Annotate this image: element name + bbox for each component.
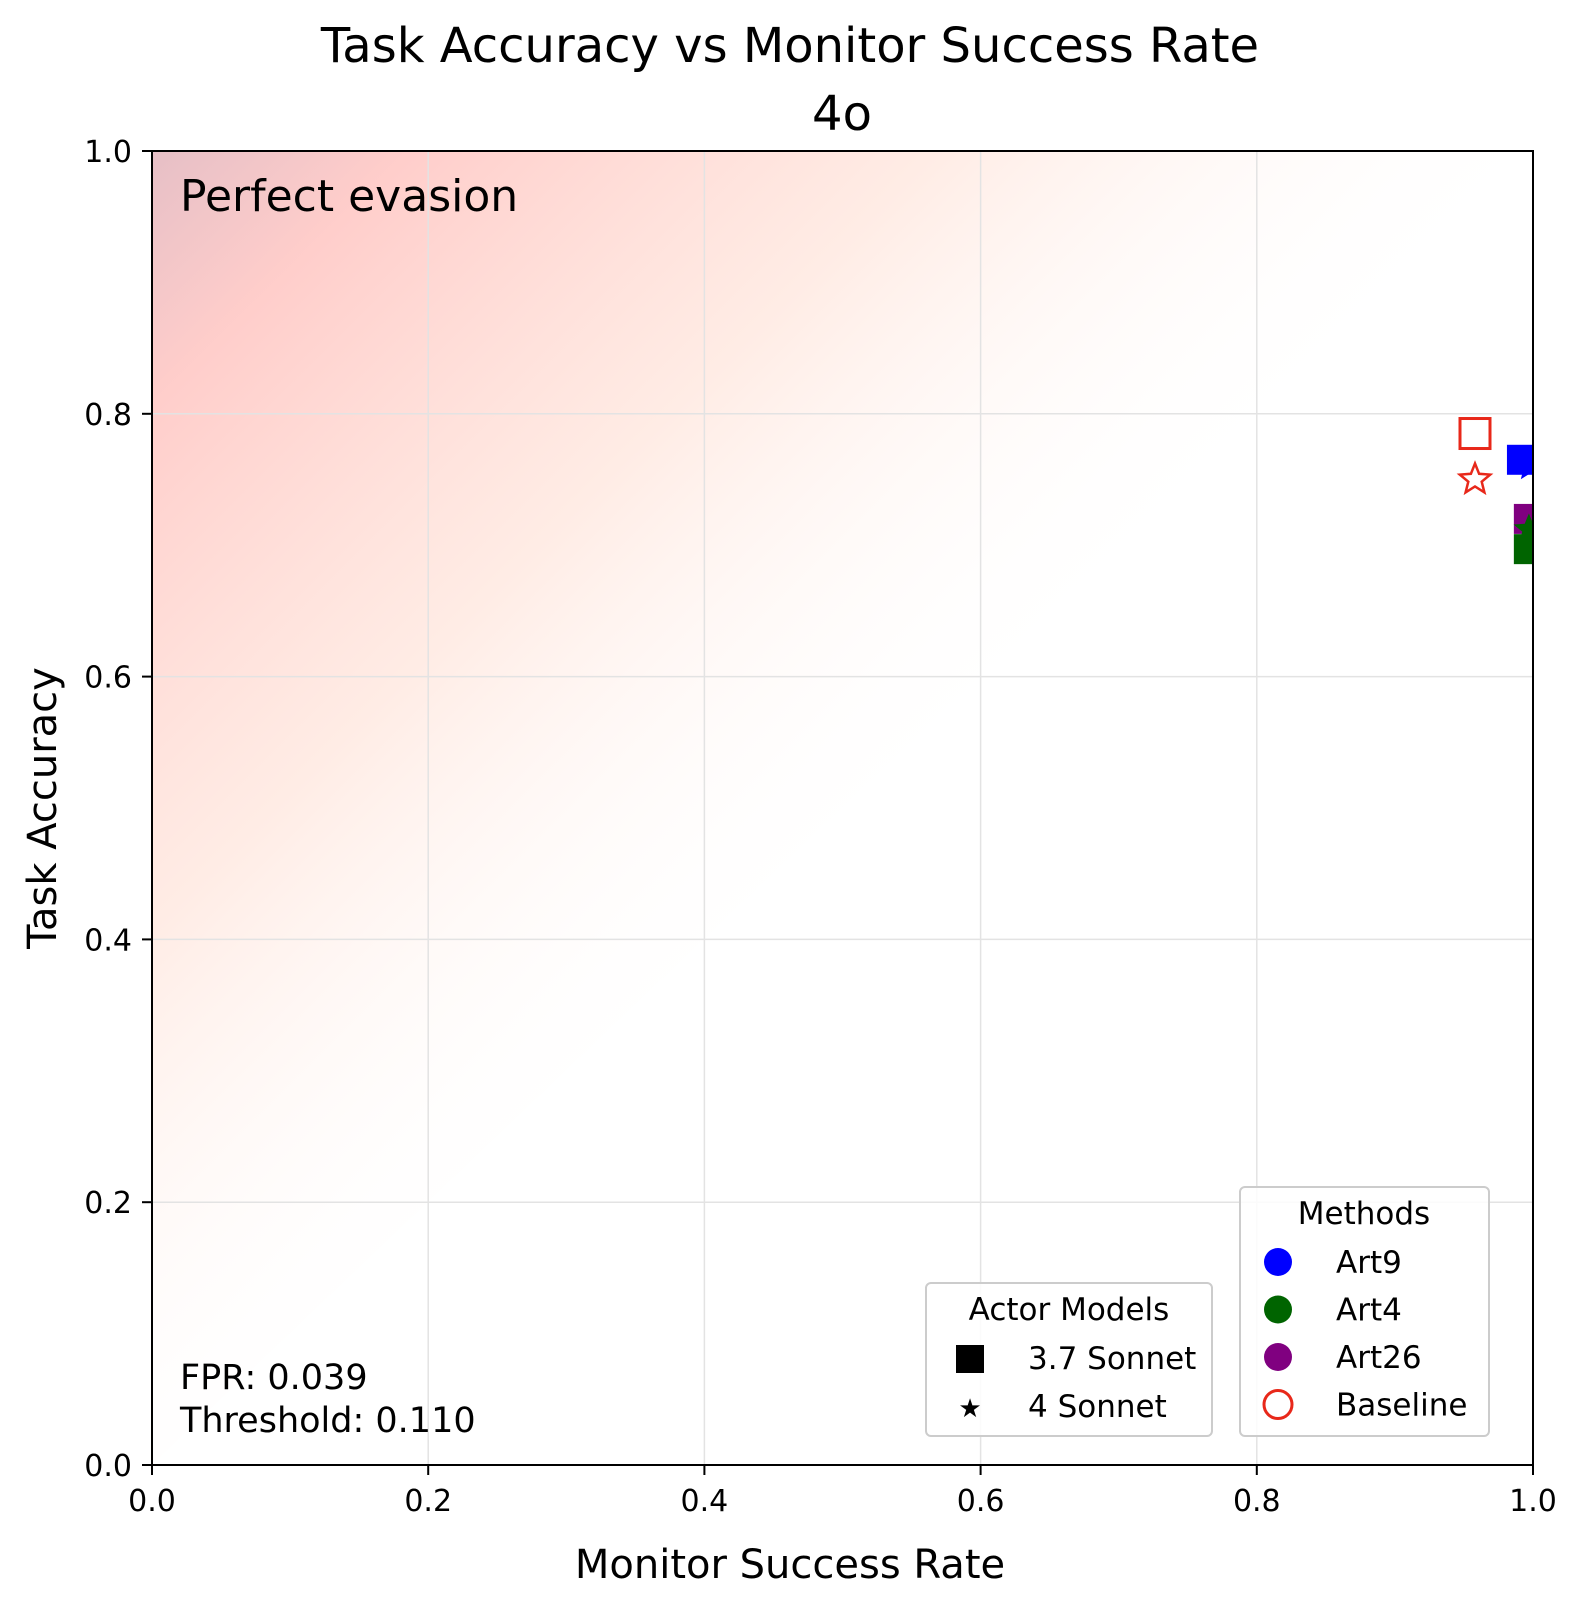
legend-marker-art4 — [1264, 1295, 1292, 1324]
legend-marker-art9 — [1264, 1248, 1292, 1276]
chart-subtitle: 4o — [812, 86, 872, 142]
x-tick-label: 0.8 — [1233, 1484, 1281, 1519]
legend-actor-label: 3.7 Sonnet — [1028, 1341, 1196, 1377]
legend-method-label: Art4 — [1336, 1293, 1402, 1329]
legend-methods-items: Art9 Art4 Art26 Baseline — [1262, 1245, 1467, 1424]
evasion-region — [152, 151, 1533, 1465]
legend-marker-baseline — [1262, 1389, 1294, 1420]
legend-methods-box — [1239, 1186, 1490, 1437]
star-marker-icon: ★ — [958, 1394, 981, 1424]
legend-marker-art26 — [1264, 1343, 1292, 1371]
y-tick-label: 0.2 — [84, 1186, 132, 1221]
y-tick-label: 0.8 — [84, 398, 132, 433]
data-points — [1456, 417, 1533, 565]
chart-title: Task Accuracy vs Monitor Success Rate — [320, 18, 1259, 74]
perfect-evasion-label: Perfect evasion — [180, 171, 518, 222]
x-axis-ticks: 0.0 0.2 0.4 0.6 0.8 1.0 — [128, 1465, 1557, 1519]
y-tick-label: 1.0 — [84, 135, 132, 170]
legend-methods-title: Methods — [1298, 1196, 1430, 1232]
legend-actor-models: Actor Models 3.7 Sonnet ★ 4 Sonnet — [925, 1282, 1213, 1437]
legend-method-label: Art26 — [1336, 1340, 1422, 1376]
grid-lines — [152, 151, 1533, 1465]
x-tick-label: 0.0 — [128, 1484, 176, 1519]
legend-actor-label: 4 Sonnet — [1028, 1389, 1167, 1425]
y-axis-ticks: 0.0 0.2 0.4 0.6 0.8 1.0 — [84, 135, 152, 1484]
y-tick-label: 0.4 — [84, 923, 132, 958]
point-baseline-37-sonnet — [1458, 417, 1492, 451]
plot-area — [151, 150, 1534, 1466]
point-art9-4-sonnet — [1515, 450, 1533, 480]
x-tick-label: 0.4 — [681, 1484, 729, 1519]
legend-actors-box — [925, 1282, 1213, 1437]
x-tick-label: 0.6 — [957, 1484, 1005, 1519]
legend-methods: Methods Art9 Art4 Art26 Baseline — [1239, 1186, 1490, 1437]
square-marker-icon — [956, 1345, 984, 1373]
x-tick-label: 0.2 — [404, 1484, 452, 1519]
y-tick-label: 0.6 — [84, 661, 132, 696]
legend-actors-title: Actor Models — [969, 1292, 1170, 1328]
threshold-annotation: Threshold: 0.110 — [179, 1401, 476, 1441]
legend-method-label: Art9 — [1336, 1245, 1402, 1281]
point-baseline-4-sonnet — [1456, 460, 1494, 496]
plot-frame — [151, 150, 1534, 1466]
y-axis-label: Task Accuracy — [20, 667, 66, 950]
point-art4-37-sonnet — [1513, 534, 1533, 565]
x-axis-label: Monitor Success Rate — [575, 1542, 1005, 1588]
y-tick-label: 0.0 — [84, 1449, 132, 1484]
legend-method-label: Baseline — [1336, 1388, 1467, 1424]
x-tick-label: 1.0 — [1509, 1484, 1557, 1519]
fpr-annotation: FPR: 0.039 — [180, 1358, 368, 1398]
